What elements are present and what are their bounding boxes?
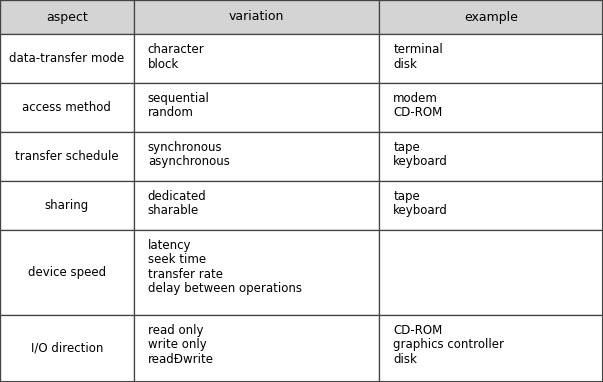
Text: keyboard: keyboard: [393, 204, 448, 217]
Bar: [134, 132, 379, 181]
Bar: [0, 83, 134, 132]
Bar: [379, 315, 603, 382]
Text: sharing: sharing: [45, 199, 89, 212]
Bar: [0, 230, 134, 315]
Text: tape: tape: [393, 141, 420, 154]
Text: readÐwrite: readÐwrite: [148, 353, 214, 366]
Text: disk: disk: [393, 353, 417, 366]
Text: character: character: [148, 43, 204, 56]
Text: variation: variation: [229, 10, 284, 24]
Text: latency: latency: [148, 239, 191, 252]
Bar: [134, 34, 379, 83]
Bar: [379, 83, 603, 132]
Text: disk: disk: [393, 58, 417, 71]
Bar: [0, 34, 134, 83]
Text: synchronous: synchronous: [148, 141, 223, 154]
Bar: [0, 0, 134, 34]
Bar: [0, 132, 134, 181]
Text: dedicated: dedicated: [148, 190, 207, 203]
Text: random: random: [148, 107, 194, 120]
Text: graphics controller: graphics controller: [393, 338, 504, 351]
Bar: [379, 230, 603, 315]
Text: seek time: seek time: [148, 253, 206, 266]
Text: aspect: aspect: [46, 10, 88, 24]
Text: I/O direction: I/O direction: [31, 342, 103, 355]
Text: tape: tape: [393, 190, 420, 203]
Text: block: block: [148, 58, 179, 71]
Text: keyboard: keyboard: [393, 155, 448, 168]
Bar: [379, 34, 603, 83]
Text: example: example: [464, 10, 518, 24]
Text: transfer schedule: transfer schedule: [15, 150, 119, 163]
Bar: [134, 0, 379, 34]
Bar: [134, 83, 379, 132]
Text: sharable: sharable: [148, 204, 199, 217]
Text: write only: write only: [148, 338, 207, 351]
Text: CD-ROM: CD-ROM: [393, 107, 443, 120]
Text: CD-ROM: CD-ROM: [393, 324, 443, 337]
Text: transfer rate: transfer rate: [148, 268, 223, 281]
Text: access method: access method: [22, 101, 112, 114]
Text: device speed: device speed: [28, 266, 106, 279]
Text: sequential: sequential: [148, 92, 210, 105]
Text: read only: read only: [148, 324, 203, 337]
Bar: [134, 230, 379, 315]
Bar: [0, 181, 134, 230]
Text: data-transfer mode: data-transfer mode: [9, 52, 125, 65]
Text: terminal: terminal: [393, 43, 443, 56]
Bar: [379, 132, 603, 181]
Text: modem: modem: [393, 92, 438, 105]
Bar: [379, 0, 603, 34]
Text: asynchronous: asynchronous: [148, 155, 230, 168]
Bar: [379, 181, 603, 230]
Bar: [134, 315, 379, 382]
Bar: [0, 315, 134, 382]
Text: delay between operations: delay between operations: [148, 282, 302, 295]
Bar: [134, 181, 379, 230]
